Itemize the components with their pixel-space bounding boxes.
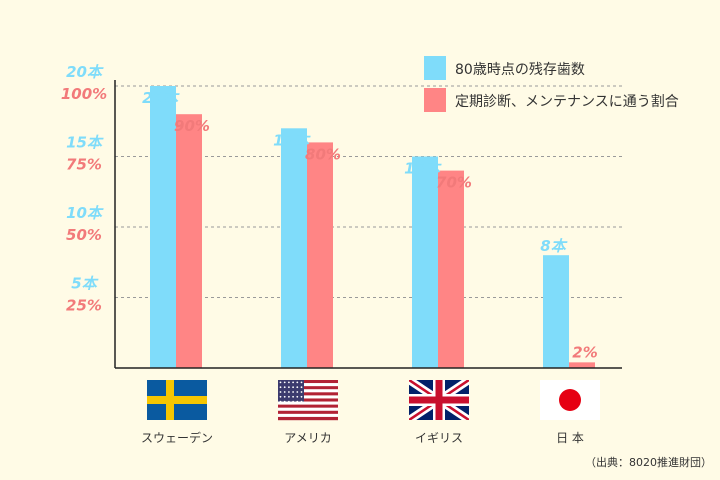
category-label: スウェーデン <box>141 430 213 445</box>
bar-checkup <box>438 170 464 368</box>
legend: 80歳時点の残存歯数 定期診断、メンテナンスに通う割合 <box>424 56 679 112</box>
data-label-checkup: 80% <box>305 145 341 163</box>
y-tick-percent: 50% <box>66 226 102 244</box>
flags-layer <box>147 380 600 421</box>
y-tick-percent: 100% <box>61 85 107 103</box>
bar-teeth <box>543 255 569 368</box>
data-label-checkup: 2% <box>572 343 597 361</box>
bar-teeth <box>412 156 438 368</box>
bars-layer <box>150 86 595 368</box>
y-tick-percent: 25% <box>66 297 102 315</box>
japan-flag <box>540 380 600 420</box>
y-tick-percent: 75% <box>66 156 102 174</box>
y-tick-teeth: 15本 <box>66 134 104 152</box>
data-label-checkup: 90% <box>174 117 210 135</box>
bar-teeth <box>281 128 307 368</box>
data-label-teeth: 8本 <box>540 237 567 255</box>
y-tick-teeth: 10本 <box>66 204 104 222</box>
category-labels: スウェーデン アメリカ イギリス 日 本 <box>141 430 584 445</box>
data-label-checkup: 70% <box>436 174 472 192</box>
category-label: アメリカ <box>284 431 331 445</box>
legend-label-checkup: 定期診断、メンテナンスに通う割合 <box>455 93 679 110</box>
category-label: 日 本 <box>556 431 584 445</box>
bar-checkup <box>307 142 333 368</box>
bar-checkup <box>569 362 595 368</box>
y-axis-ticks: 5本 25% 10本 50% 15本 75% 20本 100% <box>61 63 107 315</box>
bar-teeth <box>150 86 176 368</box>
usa-flag <box>278 380 338 421</box>
data-label-teeth: 15本 <box>404 160 442 178</box>
bar-checkup <box>176 114 202 368</box>
source-note: （出典：8020推進財団） <box>585 455 712 469</box>
y-tick-teeth: 20本 <box>66 63 104 81</box>
sweden-flag <box>147 380 207 420</box>
y-tick-teeth: 5本 <box>71 275 98 293</box>
legend-swatch-checkup <box>424 88 446 112</box>
category-label: イギリス <box>415 431 463 445</box>
legend-swatch-teeth <box>424 56 446 80</box>
data-label-teeth: 17本 <box>273 131 311 149</box>
legend-label-teeth: 80歳時点の残存歯数 <box>455 62 585 78</box>
uk-flag <box>409 380 469 420</box>
data-label-teeth: 20本 <box>142 89 180 107</box>
